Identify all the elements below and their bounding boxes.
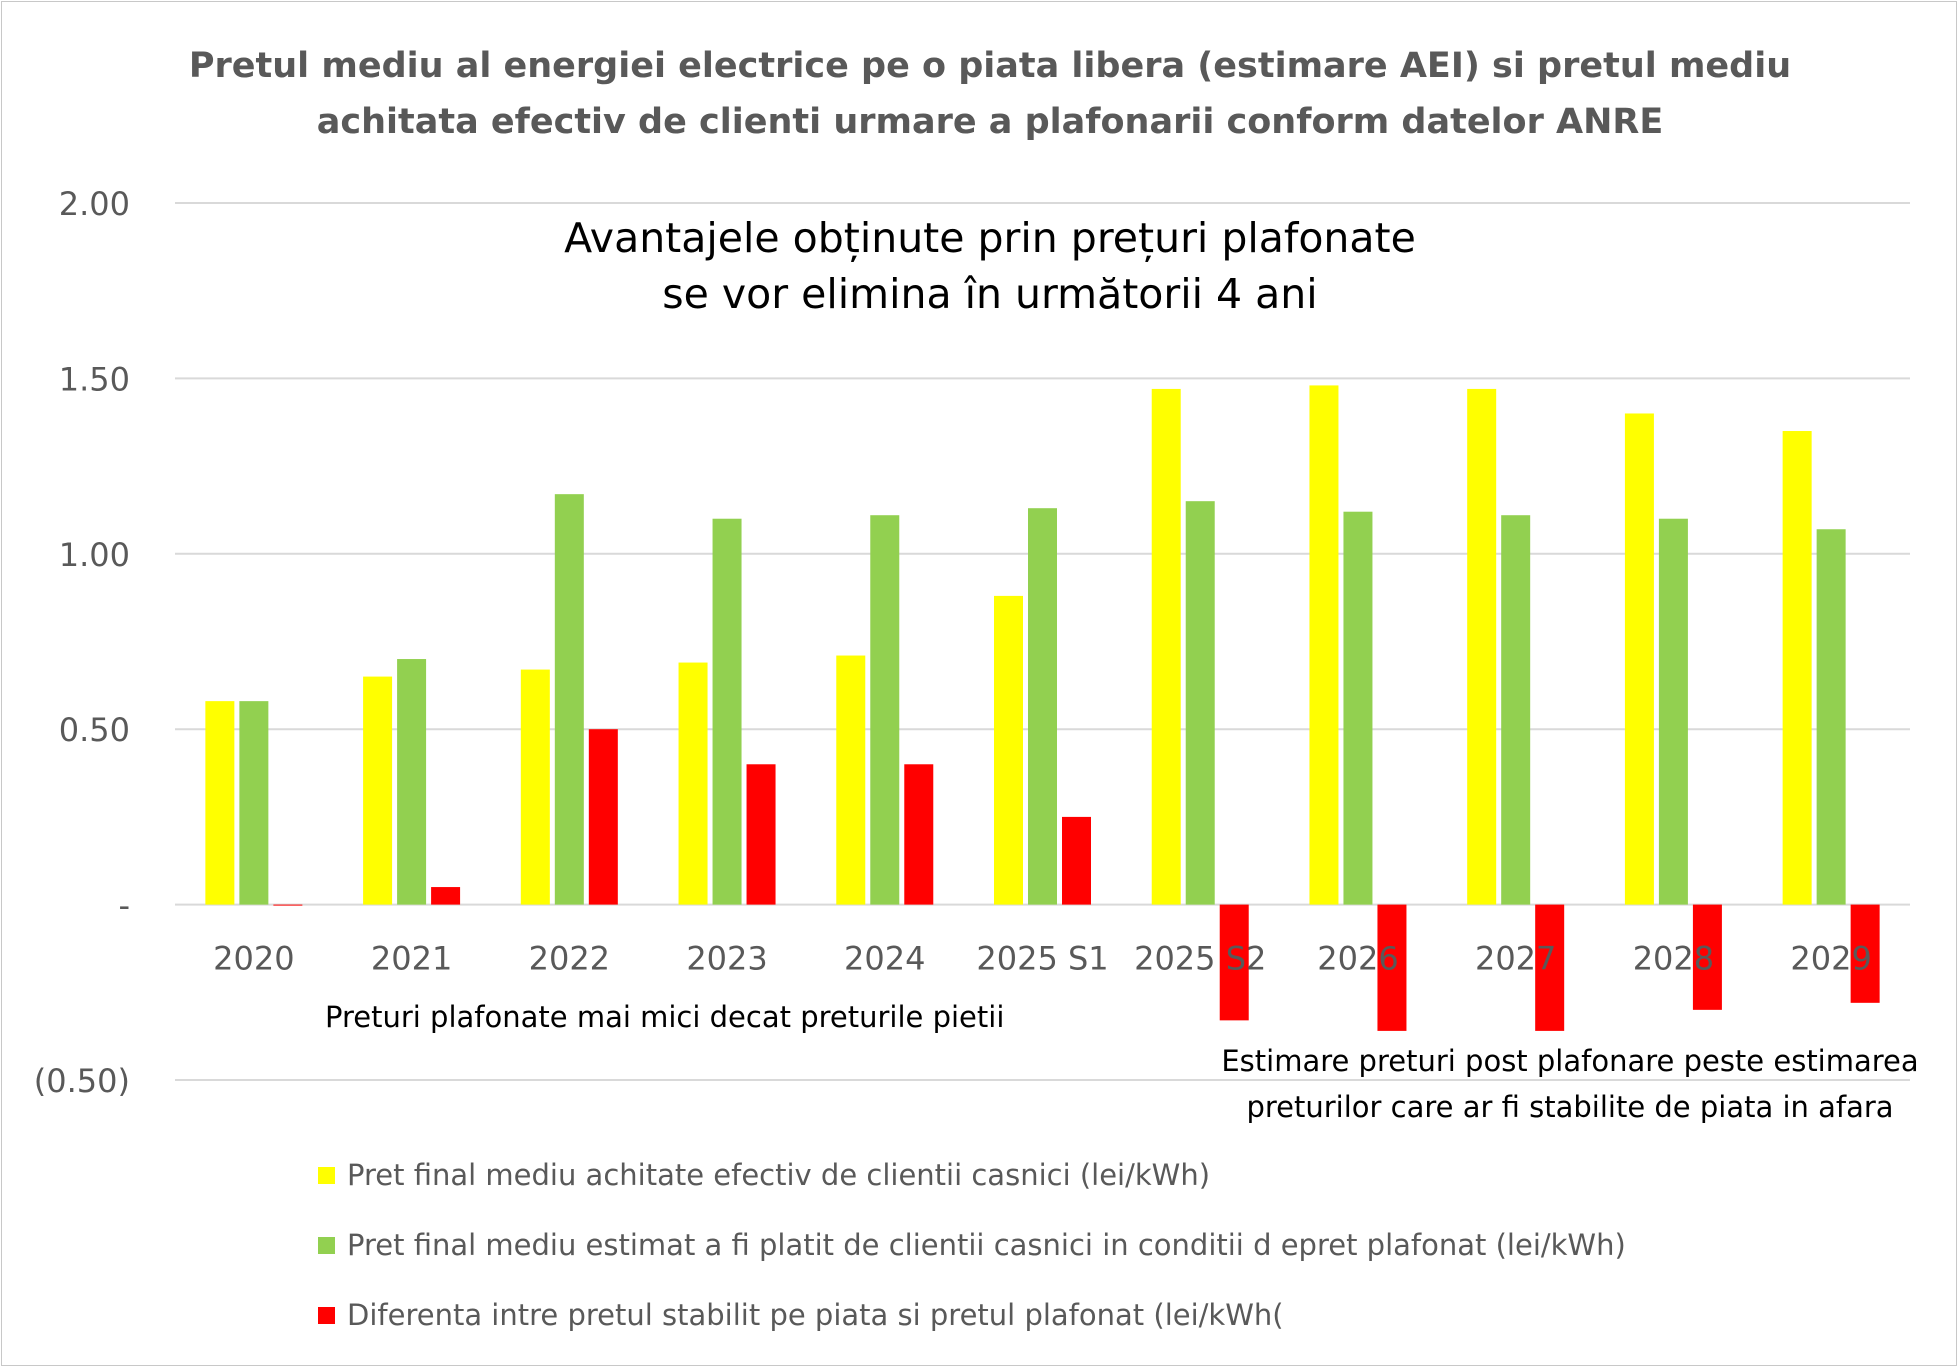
bar-red xyxy=(904,764,934,905)
bar-yellow xyxy=(1624,413,1654,905)
bar-red xyxy=(1535,904,1565,1031)
x-tick-label: 2029 xyxy=(1790,940,1871,978)
x-tick-label: 2020 xyxy=(213,940,294,978)
bar-red xyxy=(1850,904,1880,1003)
x-tick-label: 2022 xyxy=(529,940,610,978)
legend-label: Pret final mediu achitate efectiv de cli… xyxy=(347,1158,1211,1192)
x-tick-label: 2023 xyxy=(686,940,767,978)
y-tick-label: 0.50 xyxy=(59,711,130,749)
bar-green xyxy=(554,494,584,905)
bar-red xyxy=(588,729,618,905)
y-tick-label: (0.50) xyxy=(34,1062,130,1100)
legend-label: Diferenta intre pretul stabilit pe piata… xyxy=(347,1298,1284,1332)
bar-yellow xyxy=(1309,385,1339,905)
legend: Pret final mediu achitate efectiv de cli… xyxy=(318,1140,1626,1350)
x-tick-label: 2024 xyxy=(844,940,925,978)
legend-label: Pret final mediu estimat a fi platit de … xyxy=(347,1228,1626,1262)
bar-green xyxy=(1343,511,1373,905)
bar-red xyxy=(1219,904,1249,1021)
annotation-post-cap-higher: Estimare preturi post plafonare peste es… xyxy=(1221,1044,1919,1124)
bar-yellow xyxy=(836,655,866,905)
annotation-capped-lower: Preturi plafonate mai mici decat preturi… xyxy=(325,1000,1005,1034)
y-tick-label: 1.00 xyxy=(59,536,130,574)
x-tick-label: 2025 S2 xyxy=(1134,940,1266,978)
bar-red xyxy=(1377,904,1407,1031)
bar-green xyxy=(1185,501,1215,905)
bar-red xyxy=(273,904,303,906)
bar-green xyxy=(239,701,269,905)
bar-yellow xyxy=(363,676,393,905)
bar-yellow xyxy=(1467,388,1497,905)
bar-yellow xyxy=(994,595,1023,905)
x-tick-label: 2025 S1 xyxy=(976,940,1108,978)
chart-subtitle: Avantajele obținute prin prețuri plafona… xyxy=(564,214,1416,318)
bar-red xyxy=(1062,816,1091,905)
bar-yellow xyxy=(1151,388,1181,905)
chart-title: Pretul mediu al energiei electrice pe o … xyxy=(188,46,1792,142)
y-tick-label: - xyxy=(118,887,130,925)
bar-red xyxy=(1692,904,1722,1010)
bar-red xyxy=(431,887,461,905)
y-tick-label: 2.00 xyxy=(59,185,130,223)
bar-green xyxy=(870,515,900,905)
legend-item-red-series: Diferenta intre pretul stabilit pe piata… xyxy=(318,1280,1626,1350)
bar-green xyxy=(1028,508,1057,905)
x-tick-label: 2026 xyxy=(1317,940,1398,978)
bar-green xyxy=(397,659,427,905)
bar-green xyxy=(712,518,742,905)
bar-red xyxy=(746,764,776,905)
bar-yellow xyxy=(520,669,550,905)
legend-swatch-red xyxy=(318,1306,335,1324)
legend-swatch-yellow xyxy=(318,1166,335,1184)
bar-green xyxy=(1501,515,1531,905)
x-tick-label: 2028 xyxy=(1633,940,1714,978)
bar-yellow xyxy=(678,662,708,905)
bar-yellow xyxy=(205,701,235,905)
bar-green xyxy=(1658,518,1688,905)
bar-yellow xyxy=(1782,431,1812,905)
y-tick-label: 1.50 xyxy=(59,360,130,398)
legend-swatch-green xyxy=(318,1236,335,1254)
bar-green xyxy=(1816,529,1846,905)
legend-item-green-series: Pret final mediu estimat a fi platit de … xyxy=(318,1210,1626,1280)
x-tick-label: 2021 xyxy=(371,940,452,978)
legend-item-yellow-series: Pret final mediu achitate efectiv de cli… xyxy=(318,1140,1626,1210)
x-tick-label: 2027 xyxy=(1475,940,1556,978)
